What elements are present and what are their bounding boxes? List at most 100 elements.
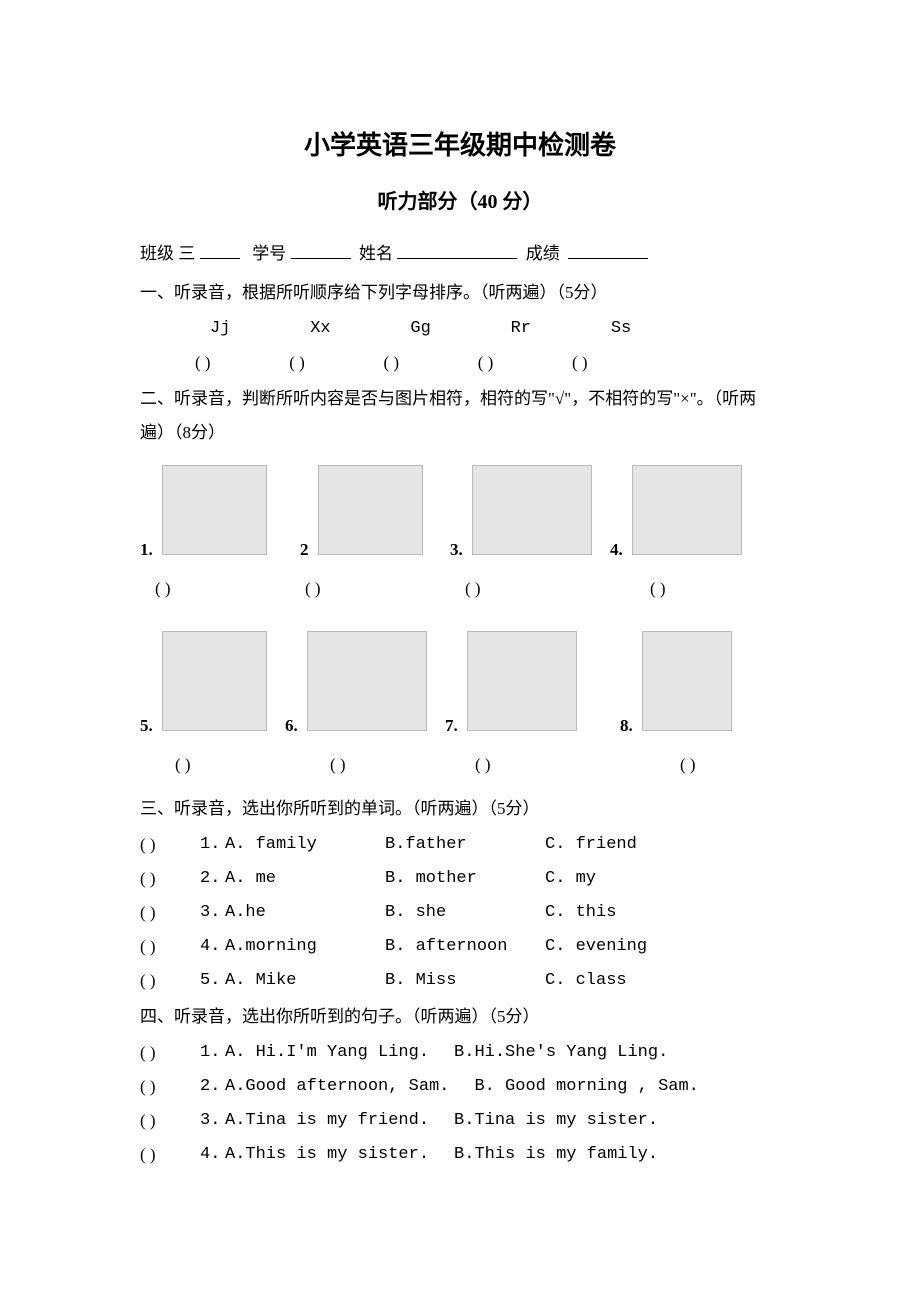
option-b: B.father xyxy=(385,828,545,862)
mcq-row: ( ) 3. A.he B. she C. this xyxy=(140,896,780,930)
sent-row: ( ) 4. A.This is my sister. B.This is my… xyxy=(140,1138,780,1172)
section4-rows: ( ) 1. A. Hi.I'm Yang Ling. B.Hi.She's Y… xyxy=(140,1036,780,1172)
option-c: C. evening xyxy=(545,930,647,964)
question-image-3 xyxy=(472,465,592,555)
paren-blank[interactable]: ( ) xyxy=(140,869,156,888)
item-num-5: 5. xyxy=(140,716,153,735)
question-image-6 xyxy=(307,631,427,731)
option-b: B. Good morning , Sam. xyxy=(474,1070,698,1104)
paren-blank[interactable]: ( ) xyxy=(140,748,285,782)
option-a: A.Good afternoon, Sam. xyxy=(225,1070,449,1104)
row-num: 2. xyxy=(200,1070,225,1104)
row-num: 5. xyxy=(200,964,225,998)
item-num-3: 3. xyxy=(450,540,463,559)
option-b: B. mother xyxy=(385,862,545,896)
score-blank[interactable] xyxy=(568,258,648,259)
question-image-8 xyxy=(642,631,732,731)
option-c: C. my xyxy=(545,862,596,896)
letter-ss: Ss xyxy=(611,312,701,346)
subtitle: 听力部分（40 分） xyxy=(140,182,780,222)
score-label: 成绩 xyxy=(526,244,560,263)
question-image-5 xyxy=(162,631,267,731)
option-b: B. Miss xyxy=(385,964,545,998)
letter-gg: Gg xyxy=(410,312,500,346)
section2-row2-parens: ( ) ( ) ( ) ( ) xyxy=(140,748,780,782)
name-blank[interactable] xyxy=(397,258,517,259)
option-c: C. friend xyxy=(545,828,637,862)
option-a: A.morning xyxy=(225,930,385,964)
paren-blank[interactable]: ( ) xyxy=(140,835,156,854)
main-title: 小学英语三年级期中检测卷 xyxy=(140,120,780,172)
mcq-row: ( ) 2. A. me B. mother C. my xyxy=(140,862,780,896)
letter-xx: Xx xyxy=(310,312,400,346)
paren-blank[interactable]: ( ) xyxy=(140,1145,156,1164)
option-b: B.Hi.She's Yang Ling. xyxy=(454,1036,668,1070)
paren-blank[interactable]: ( ) xyxy=(620,748,760,782)
paren-blank[interactable]: ( ) xyxy=(140,1077,156,1096)
option-a: A. family xyxy=(225,828,385,862)
question-image-4 xyxy=(632,465,742,555)
row-num: 2. xyxy=(200,862,225,896)
item-num-8: 8. xyxy=(620,716,633,735)
item-num-7: 7. xyxy=(445,716,458,735)
sent-row: ( ) 1. A. Hi.I'm Yang Ling. B.Hi.She's Y… xyxy=(140,1036,780,1070)
paren-blank[interactable]: ( ) xyxy=(572,346,662,380)
class-label: 班级 三 xyxy=(140,244,195,263)
paren-blank[interactable]: ( ) xyxy=(140,1043,156,1062)
option-b: B.This is my family. xyxy=(454,1138,658,1172)
row-num: 4. xyxy=(200,930,225,964)
paren-blank[interactable]: ( ) xyxy=(140,971,156,990)
name-label: 姓名 xyxy=(359,244,393,263)
paren-blank[interactable]: ( ) xyxy=(289,346,379,380)
option-a: A.This is my sister. xyxy=(225,1138,429,1172)
paren-blank[interactable]: ( ) xyxy=(140,937,156,956)
item-num-2: 2 xyxy=(300,540,309,559)
row-num: 1. xyxy=(200,1036,225,1070)
item-num-4: 4. xyxy=(610,540,623,559)
section3-rows: ( ) 1. A. family B.father C. friend ( ) … xyxy=(140,828,780,998)
option-c: C. this xyxy=(545,896,616,930)
option-c: C. class xyxy=(545,964,627,998)
paren-blank[interactable]: ( ) xyxy=(450,572,610,606)
section2-row2: 5. 6. 7. 8. xyxy=(140,631,780,743)
paren-blank[interactable]: ( ) xyxy=(140,1111,156,1130)
paren-blank[interactable]: ( ) xyxy=(610,572,770,606)
sid-blank[interactable] xyxy=(291,258,351,259)
question-image-2 xyxy=(318,465,423,555)
paren-blank[interactable]: ( ) xyxy=(445,748,620,782)
section2-heading: 二、听录音，判断所听内容是否与图片相符，相符的写"√"，不相符的写"×"。（听两… xyxy=(140,382,780,450)
sent-row: ( ) 2. A.Good afternoon, Sam. B. Good mo… xyxy=(140,1070,780,1104)
paren-blank[interactable]: ( ) xyxy=(195,346,285,380)
option-a: A.Tina is my friend. xyxy=(225,1104,429,1138)
item-num-6: 6. xyxy=(285,716,298,735)
sid-label: 学号 xyxy=(252,244,286,263)
option-a: A. Mike xyxy=(225,964,385,998)
row-num: 4. xyxy=(200,1138,225,1172)
section3-heading: 三、听录音，选出你所听到的单词。（听两遍）（5分） xyxy=(140,792,780,826)
option-a: A. me xyxy=(225,862,385,896)
paren-blank[interactable]: ( ) xyxy=(140,903,156,922)
section1-letters: Jj Xx Gg Rr Ss xyxy=(210,312,780,346)
option-b: B. she xyxy=(385,896,545,930)
section2-row1-parens: ( ) ( ) ( ) ( ) xyxy=(140,572,780,606)
option-b: B.Tina is my sister. xyxy=(454,1104,658,1138)
section1-heading: 一、听录音，根据所听顺序给下列字母排序。（听两遍）（5分） xyxy=(140,276,780,310)
option-a: A.he xyxy=(225,896,385,930)
paren-blank[interactable]: ( ) xyxy=(285,748,445,782)
option-b: B. afternoon xyxy=(385,930,545,964)
row-num: 1. xyxy=(200,828,225,862)
section4-heading: 四、听录音，选出你所听到的句子。（听两遍）（5分） xyxy=(140,1000,780,1034)
letter-rr: Rr xyxy=(511,312,601,346)
class-blank[interactable] xyxy=(200,258,240,259)
section2-row1: 1. 2 3. 4. xyxy=(140,465,780,567)
paren-blank[interactable]: ( ) xyxy=(140,572,300,606)
mcq-row: ( ) 5. A. Mike B. Miss C. class xyxy=(140,964,780,998)
paren-blank[interactable]: ( ) xyxy=(300,572,450,606)
letter-jj: Jj xyxy=(210,312,300,346)
question-image-7 xyxy=(467,631,577,731)
row-num: 3. xyxy=(200,896,225,930)
paren-blank[interactable]: ( ) xyxy=(384,346,474,380)
mcq-row: ( ) 1. A. family B.father C. friend xyxy=(140,828,780,862)
paren-blank[interactable]: ( ) xyxy=(478,346,568,380)
sent-row: ( ) 3. A.Tina is my friend. B.Tina is my… xyxy=(140,1104,780,1138)
